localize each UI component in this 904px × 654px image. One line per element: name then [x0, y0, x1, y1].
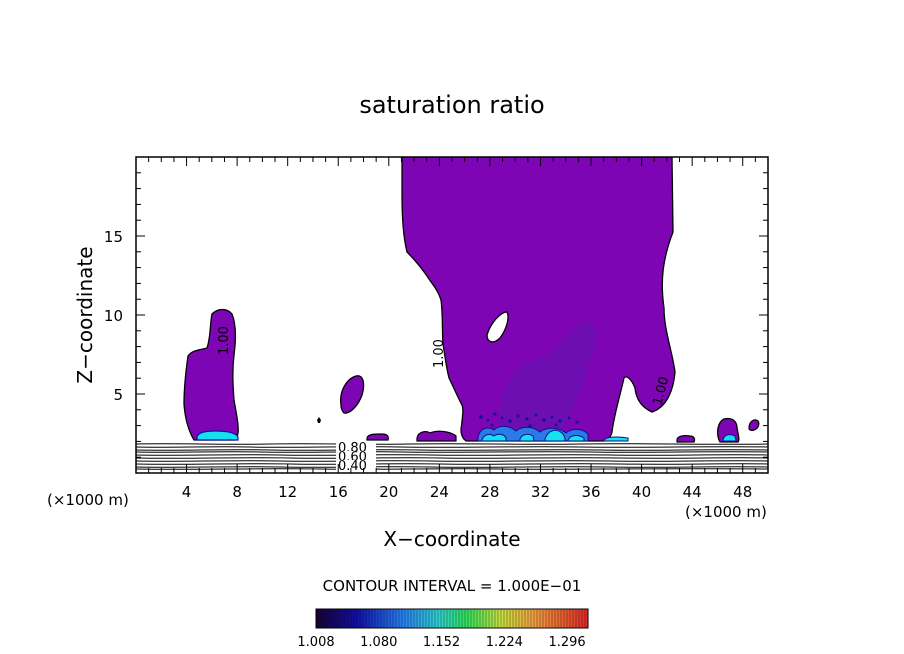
x-tick-label: 48 — [733, 483, 752, 501]
x-tick-label: 16 — [329, 483, 348, 501]
small-cloud-region — [340, 375, 365, 414]
contour-label-left-plume: 1.00 — [217, 326, 232, 355]
x-tick-label: 28 — [480, 483, 499, 501]
colorbar-tick-label: 1.152 — [423, 635, 460, 650]
contour-labels: 0.80 0.60 0.40 1.00 1.00 1.00 — [217, 326, 672, 474]
colorbar-tick-labels: 1.008 1.080 1.152 1.224 1.296 — [297, 635, 585, 650]
colorbar-stripes — [317, 610, 586, 627]
colorbar-tick-label: 1.080 — [360, 635, 397, 650]
contour-label-central-plume: 1.00 — [432, 339, 447, 368]
y-axis-title: Z−coordinate — [73, 246, 97, 383]
contour-label-right-plume: 1.00 — [650, 375, 672, 407]
y-tick-label: 15 — [104, 228, 123, 246]
y-tick-label: 10 — [104, 307, 123, 325]
x-axis-tick-labels: 4 8 12 16 20 24 28 32 36 40 44 48 — [182, 483, 752, 501]
x-tick-label: 40 — [632, 483, 651, 501]
saturated-regions — [183, 157, 760, 443]
colorbar-tick-label: 1.296 — [548, 635, 585, 650]
x-tick-label: 8 — [232, 483, 242, 501]
x-unit-label-right: (×1000 m) — [685, 503, 767, 521]
chart-title: saturation ratio — [359, 91, 544, 119]
colorbar-tick-label: 1.224 — [486, 635, 523, 650]
x-unit-label-left: (×1000 m) — [47, 491, 129, 509]
left-plume-region — [183, 308, 239, 441]
axis-ticks — [136, 157, 768, 473]
x-tick-label: 44 — [683, 483, 702, 501]
x-tick-label: 24 — [430, 483, 449, 501]
x-tick-label: 4 — [182, 483, 192, 501]
central-plume-region — [401, 157, 676, 442]
x-tick-label: 32 — [531, 483, 550, 501]
colorbar-tick-label: 1.008 — [297, 635, 334, 650]
subsaturated-contours — [136, 443, 768, 470]
high-saturation-cells — [477, 412, 629, 442]
x-axis-title: X−coordinate — [383, 527, 520, 551]
y-tick-label: 5 — [113, 386, 123, 404]
x-tick-label: 36 — [581, 483, 600, 501]
contour-label-0-40: 0.40 — [338, 459, 367, 474]
contour-interval-label: CONTOUR INTERVAL = 1.000E−01 — [323, 577, 582, 595]
x-tick-label: 12 — [278, 483, 297, 501]
y-axis-tick-labels: 5 10 15 — [104, 228, 123, 404]
x-tick-label: 20 — [379, 483, 398, 501]
